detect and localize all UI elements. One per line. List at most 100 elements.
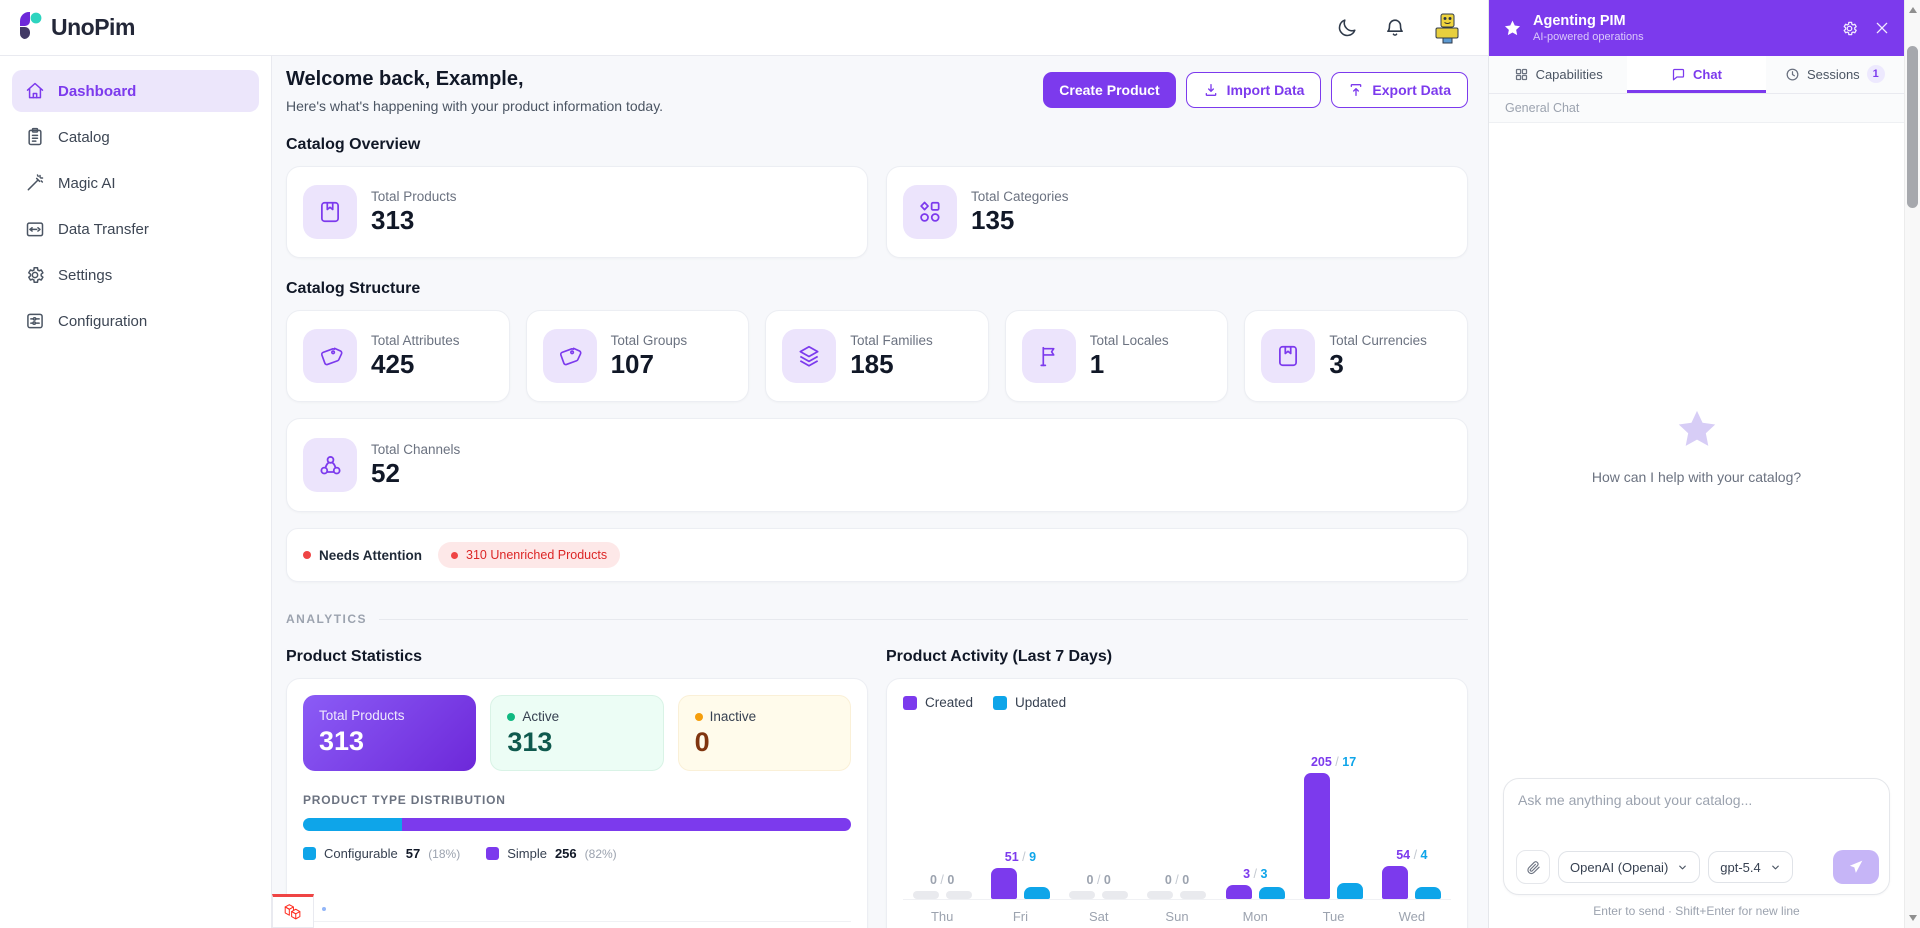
folder-transfer-icon bbox=[26, 222, 44, 237]
activity-bar-group: 54 / 4 bbox=[1373, 718, 1451, 899]
created-bar bbox=[1069, 891, 1096, 899]
bell-icon bbox=[1387, 19, 1403, 36]
notifications-button[interactable] bbox=[1382, 15, 1408, 41]
wand-icon bbox=[27, 174, 44, 191]
chat-input[interactable] bbox=[1504, 779, 1889, 835]
avatar-image bbox=[1435, 13, 1459, 43]
export-data-button[interactable]: Export Data bbox=[1331, 72, 1468, 108]
sidebar-item-label: Dashboard bbox=[58, 82, 137, 100]
chat-message-area: How can I help with your catalog? bbox=[1489, 123, 1904, 768]
distribution-segment bbox=[401, 818, 851, 831]
download-icon bbox=[1205, 84, 1216, 96]
debug-dot bbox=[322, 907, 326, 911]
updated-bar bbox=[1023, 887, 1050, 899]
thread-label: General Chat bbox=[1489, 94, 1904, 123]
tab-capabilities[interactable]: Capabilities bbox=[1489, 56, 1627, 93]
close-icon[interactable] bbox=[1874, 20, 1890, 36]
total-attributes-card: Total Attributes 425 bbox=[286, 310, 510, 402]
tab-sessions[interactable]: Sessions 1 bbox=[1766, 56, 1904, 93]
updated-bar bbox=[1337, 883, 1364, 899]
legend-simple: Simple 256 (82%) bbox=[486, 846, 617, 861]
dark-mode-toggle[interactable] bbox=[1334, 15, 1360, 41]
sessions-count-badge: 1 bbox=[1866, 65, 1885, 83]
created-bar bbox=[990, 868, 1017, 899]
chat-panel-title: Agenting PIM bbox=[1533, 13, 1626, 29]
clock-icon bbox=[1786, 68, 1799, 80]
activity-bar-group: 0 / 0 bbox=[1138, 718, 1216, 899]
create-product-button[interactable]: Create Product bbox=[1043, 72, 1176, 108]
tab-chat[interactable]: Chat bbox=[1627, 56, 1766, 93]
status-tiles: Total Products 313 Active 313 Inactive 0 bbox=[303, 695, 851, 771]
sidebar-item-label: Data Transfer bbox=[58, 220, 149, 238]
sidebar-item-settings[interactable]: Settings bbox=[12, 254, 259, 296]
home-icon bbox=[26, 82, 44, 99]
attach-file-button[interactable] bbox=[1516, 850, 1550, 884]
unenriched-products-badge[interactable]: 310 Unenriched Products bbox=[438, 542, 621, 568]
scrollbar-down-arrow[interactable] bbox=[1905, 910, 1920, 926]
paperclip-icon bbox=[1526, 860, 1540, 874]
topbar-actions bbox=[1334, 11, 1464, 45]
laravel-icon bbox=[284, 904, 301, 920]
user-avatar[interactable] bbox=[1430, 11, 1464, 45]
provider-select[interactable]: OpenAI (Openai) bbox=[1558, 851, 1701, 883]
scrollbar-thumb[interactable] bbox=[1907, 46, 1918, 208]
created-bar bbox=[1304, 773, 1331, 899]
updated-bar bbox=[1180, 891, 1207, 899]
header-buttons: Create Product Import Data Export Data bbox=[1043, 72, 1468, 108]
updated-bar bbox=[1415, 887, 1442, 899]
purple-swatch-icon bbox=[486, 847, 500, 860]
sidebar-item-magic-ai[interactable]: Magic AI bbox=[12, 162, 259, 204]
needs-attention-card: Needs Attention 310 Unenriched Products bbox=[286, 528, 1468, 582]
laravel-debugbar-toggle[interactable] bbox=[272, 894, 314, 928]
red-dot-icon bbox=[303, 551, 311, 559]
star-icon bbox=[1504, 20, 1521, 35]
green-dot-icon bbox=[507, 712, 516, 721]
network-icon bbox=[319, 455, 341, 474]
total-categories-card: Total Categories 135 bbox=[886, 166, 1468, 258]
sidebar-item-data-transfer[interactable]: Data Transfer bbox=[12, 208, 259, 250]
legend-created: Created bbox=[903, 695, 973, 710]
distribution-segment bbox=[303, 818, 402, 831]
moon-icon bbox=[1338, 18, 1356, 36]
activity-day-label: Tue31 bbox=[1322, 909, 1345, 924]
app-name: UnoPim bbox=[51, 14, 135, 40]
analytics-grid: Product Statistics Total Products 313 Ac… bbox=[286, 644, 1468, 928]
distribution-bar bbox=[303, 818, 851, 831]
tag-icon bbox=[320, 346, 343, 365]
activity-day-label: Thu26 bbox=[930, 909, 954, 924]
activity-bar-group: 0 / 0 bbox=[1060, 718, 1138, 899]
created-bar bbox=[1147, 891, 1174, 899]
statistics-bottom-row: 3130100%0 bbox=[303, 921, 851, 928]
sidebar-item-configuration[interactable]: Configuration bbox=[12, 300, 259, 342]
page-scrollbar[interactable] bbox=[1904, 0, 1920, 928]
import-data-button[interactable]: Import Data bbox=[1185, 72, 1322, 108]
blue-swatch-icon bbox=[303, 847, 316, 860]
app-logo[interactable]: UnoPim bbox=[16, 11, 135, 44]
total-families-card: Total Families 185 bbox=[765, 310, 989, 402]
activity-day-label: Fri27 bbox=[1012, 909, 1028, 924]
star-icon bbox=[1678, 410, 1715, 446]
activity-day-label: Mon30 bbox=[1242, 909, 1268, 924]
sidebar-item-dashboard[interactable]: Dashboard bbox=[12, 70, 259, 112]
product-activity-title: Product Activity (Last 7 Days) bbox=[886, 648, 1113, 665]
main-content: Welcome back, Example, Here's what's hap… bbox=[272, 56, 1488, 928]
chat-panel-subtitle: AI-powered operations bbox=[1533, 31, 1644, 43]
activity-day-label: Sat28 bbox=[1088, 909, 1109, 924]
analytics-section-divider: ANALYTICS bbox=[286, 612, 1468, 626]
activity-chart-bars: 0 / 0 51 / 9 0 / 0 0 / 0 3 / 3 205 / 17 54 / 4 bbox=[903, 718, 1451, 900]
scrollbar-up-arrow[interactable] bbox=[1905, 2, 1920, 18]
product-activity-section: Product Activity (Last 7 Days) Created U… bbox=[886, 644, 1468, 928]
activity-bar-group: 205 / 17 bbox=[1294, 718, 1372, 899]
chevron-down-icon bbox=[1679, 865, 1687, 869]
gear-icon[interactable] bbox=[1841, 20, 1858, 37]
chat-tabs: Capabilities Chat Sessions 1 bbox=[1489, 56, 1904, 94]
send-button[interactable] bbox=[1833, 850, 1879, 884]
inactive-products-tile: Inactive 0 bbox=[677, 695, 851, 771]
page-subtitle: Here's what's happening with your produc… bbox=[286, 98, 664, 114]
model-select[interactable]: gpt-5.4 bbox=[1708, 851, 1793, 883]
purple-swatch-icon bbox=[903, 695, 917, 710]
created-bar bbox=[1225, 885, 1252, 899]
sidebar-item-catalog[interactable]: Catalog bbox=[12, 116, 259, 158]
upload-icon bbox=[1351, 84, 1362, 96]
distribution-label: PRODUCT TYPE DISTRIBUTION bbox=[303, 793, 506, 807]
